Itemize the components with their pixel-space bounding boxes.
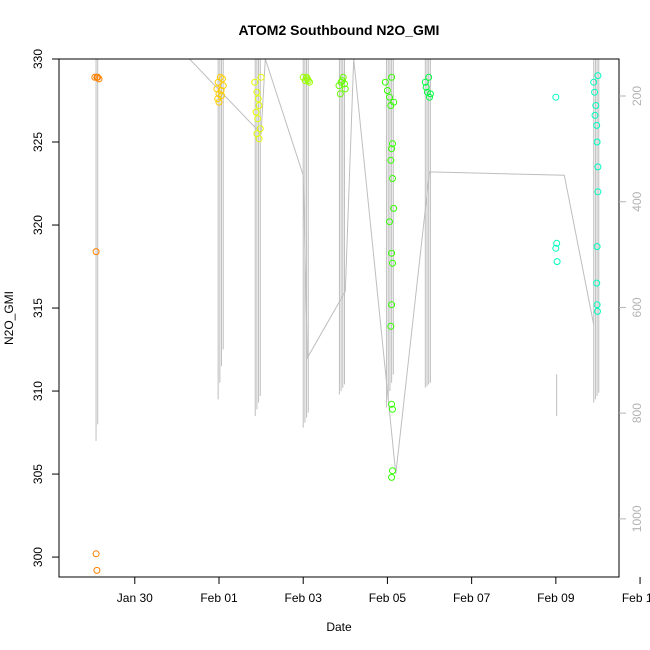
y-right-tick-label: 400 — [630, 191, 644, 211]
data-point — [92, 550, 100, 558]
data-point — [381, 78, 389, 86]
x-tick-label: Feb 01 — [200, 591, 238, 605]
chart-title: ATOM2 Southbound N2O_GMI — [239, 22, 440, 38]
data-point — [593, 138, 601, 146]
data-point — [303, 73, 311, 81]
data-point — [390, 204, 398, 212]
data-point — [593, 121, 601, 129]
data-point — [593, 243, 601, 251]
data-point — [388, 301, 396, 309]
data-point — [388, 473, 396, 481]
data-point — [388, 145, 396, 153]
data-point — [388, 249, 396, 257]
data-point — [593, 279, 601, 287]
data-point — [218, 92, 225, 99]
data-point — [591, 111, 599, 119]
x-axis: Jan 30 Feb 01 Feb 03 Feb 05 Feb 07 Feb 09 Feb … — [117, 577, 650, 605]
data-point — [386, 218, 393, 226]
data-point — [94, 73, 102, 81]
data-point — [426, 90, 434, 98]
data-point — [256, 125, 264, 133]
data-point — [216, 73, 224, 81]
y-right-tick-label: 800 — [630, 403, 644, 423]
data-point — [590, 78, 598, 86]
data-point — [93, 566, 101, 574]
y-right-tick-label: 200 — [630, 86, 644, 106]
data-point — [426, 93, 433, 101]
data-point — [594, 72, 602, 80]
data-point — [388, 73, 396, 81]
y-tick-label: 330 — [31, 49, 45, 69]
x-tick-label: Feb 11 — [622, 591, 650, 605]
data-point — [92, 248, 100, 256]
data-point — [341, 85, 349, 93]
plot-frame — [58, 58, 620, 578]
y-tick-label: 300 — [31, 547, 45, 567]
data-point — [593, 301, 601, 309]
data-point — [594, 188, 602, 196]
data-point — [304, 77, 312, 85]
x-axis-label: Date — [326, 620, 352, 634]
y-tick-label: 315 — [31, 298, 45, 318]
data-point — [594, 163, 602, 171]
data-point — [383, 87, 391, 94]
data-point — [389, 259, 396, 267]
y-right-tick-label: 1000 — [630, 505, 644, 532]
data-point — [390, 98, 398, 106]
data-point — [218, 75, 226, 83]
data-point — [421, 78, 429, 86]
data-point — [336, 90, 344, 98]
y-tick-label: 310 — [31, 381, 45, 401]
data-point — [388, 400, 396, 408]
data-point — [552, 93, 560, 101]
data-point — [553, 239, 561, 247]
y-tick-label: 305 — [31, 464, 45, 484]
x-tick-label: Feb 03 — [285, 591, 323, 605]
data-point — [253, 88, 261, 96]
profile-connector — [75, 58, 595, 475]
data-point — [301, 77, 309, 85]
x-tick-label: Jan 30 — [117, 591, 153, 605]
data-point — [552, 244, 560, 252]
data-point — [389, 140, 396, 148]
data-point — [387, 322, 395, 330]
data-point — [594, 307, 601, 315]
data-point — [553, 258, 561, 266]
x-tick-label: Feb 09 — [537, 591, 575, 605]
y-tick-label: 320 — [31, 215, 45, 235]
data-point — [591, 88, 599, 96]
data-point — [219, 82, 227, 90]
x-tick-label: Feb 05 — [369, 591, 407, 605]
data-point — [215, 98, 223, 106]
data-point — [339, 73, 347, 81]
data-point — [251, 78, 259, 86]
data-point — [253, 130, 261, 138]
data-point — [425, 73, 433, 81]
data-point — [389, 175, 396, 182]
x-tick-label: Feb 07 — [453, 591, 491, 605]
data-point — [389, 405, 396, 413]
data-points — [91, 72, 602, 574]
data-point — [592, 102, 600, 109]
y-right-tick-label: 600 — [630, 297, 644, 317]
data-point — [341, 80, 348, 88]
y-axis-label: N2O_GMI — [2, 291, 16, 345]
profile-lines — [75, 58, 600, 475]
data-point — [257, 73, 265, 81]
data-point — [254, 115, 262, 123]
data-point — [254, 95, 262, 103]
data-point — [422, 83, 430, 91]
y-tick-label: 325 — [31, 132, 45, 152]
data-point — [389, 467, 396, 475]
data-point — [91, 73, 99, 81]
data-point — [252, 108, 260, 116]
data-point — [387, 156, 395, 164]
y-axis: 300 305 310 315 320 325 330 — [31, 49, 59, 567]
y-axis-right: 200 400 600 800 1000 — [619, 86, 644, 532]
data-point — [95, 75, 103, 83]
data-point — [255, 102, 263, 109]
data-point — [386, 93, 393, 101]
